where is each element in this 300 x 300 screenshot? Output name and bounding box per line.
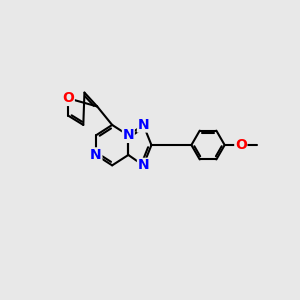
Text: N: N	[137, 158, 149, 172]
Text: O: O	[62, 92, 74, 105]
Text: N: N	[90, 148, 102, 162]
Text: O: O	[235, 138, 247, 152]
Text: N: N	[137, 118, 149, 132]
Text: N: N	[122, 128, 134, 142]
